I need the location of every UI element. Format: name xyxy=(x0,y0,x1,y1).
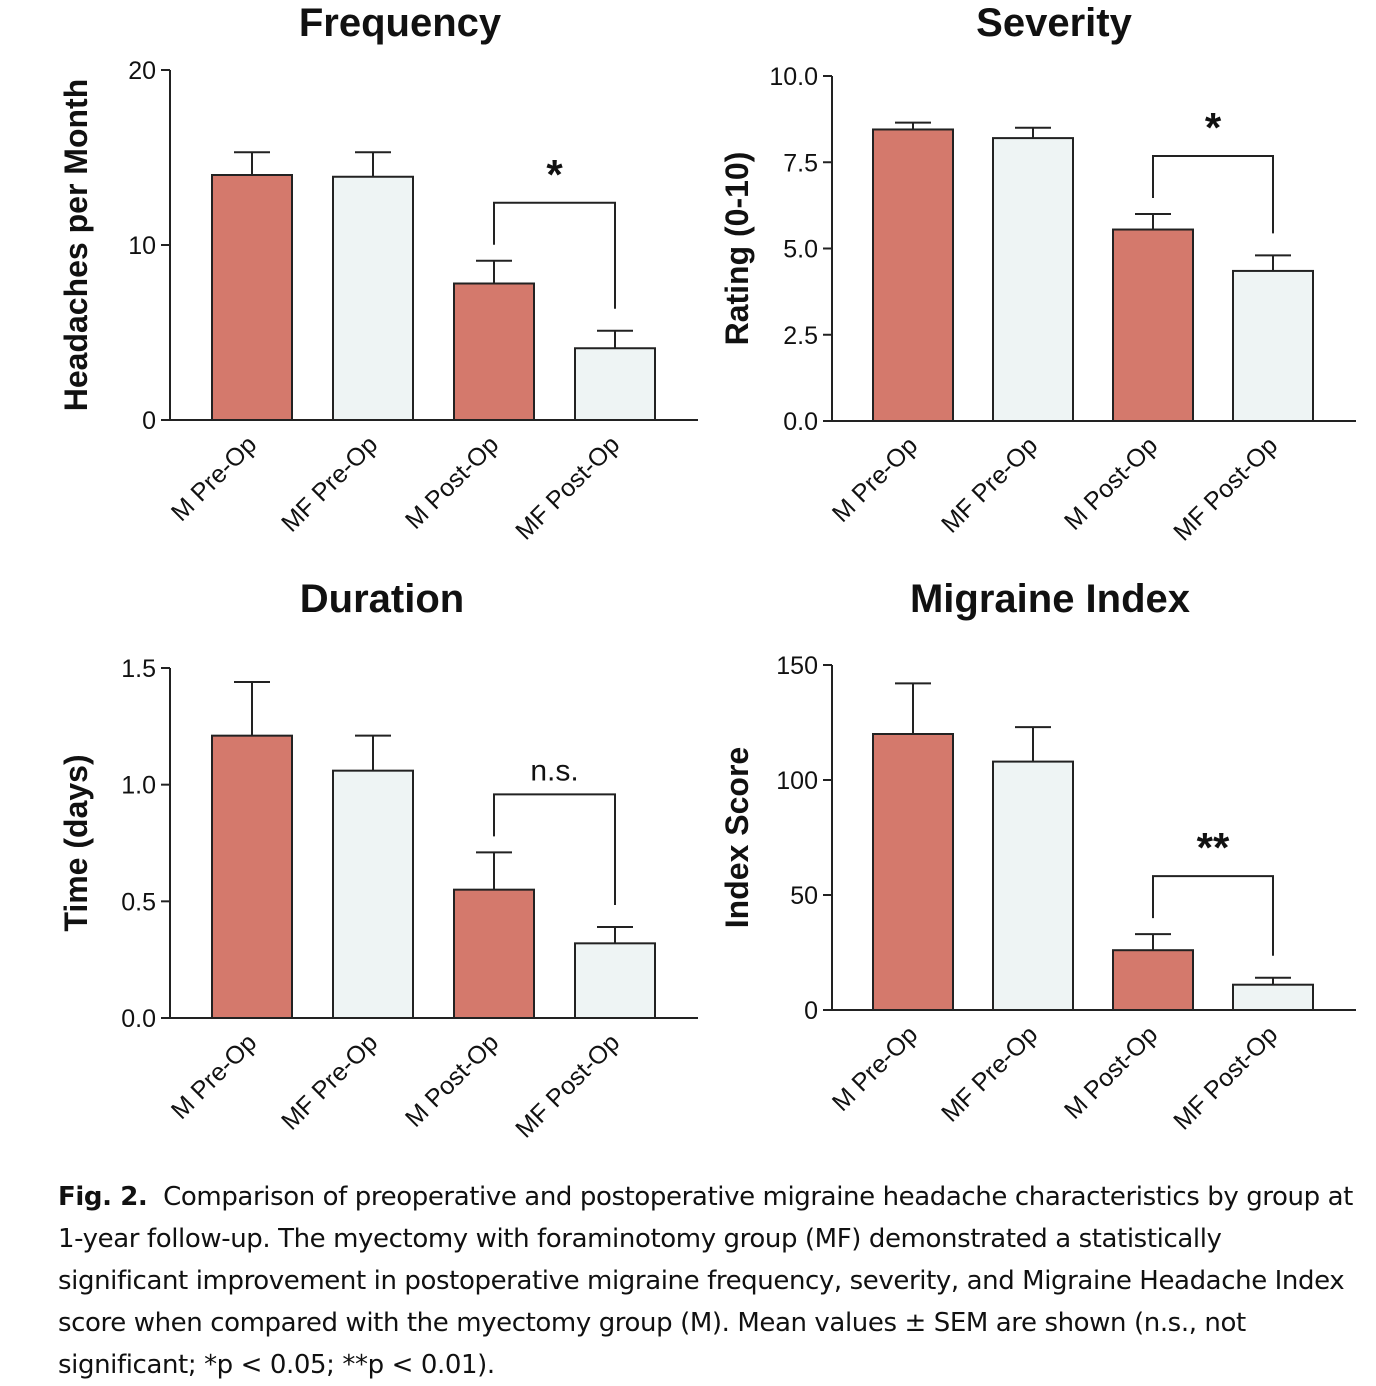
bar xyxy=(1232,269,1314,422)
y-tick-label: 2.5 xyxy=(783,322,818,350)
x-tick-label: M Post-Op xyxy=(400,1028,504,1132)
y-tick-label: 0 xyxy=(142,407,156,435)
caption-text: Comparison of preoperative and postopera… xyxy=(58,1182,1353,1380)
bar xyxy=(1112,949,1194,1012)
figure-caption: Fig. 2. Comparison of preoperative and p… xyxy=(58,1176,1358,1386)
y-tick-label: 0.5 xyxy=(121,888,156,916)
bar xyxy=(574,347,656,421)
bar xyxy=(453,282,535,421)
y-tick-label: 0 xyxy=(804,997,818,1025)
y-tick-label: 150 xyxy=(776,652,818,680)
y-axis-label: Index Score xyxy=(719,747,755,928)
significance-bracket xyxy=(1152,155,1274,234)
x-tick-label: M Pre-Op xyxy=(827,431,923,527)
bar xyxy=(1232,983,1314,1012)
bar xyxy=(992,760,1074,1011)
x-tick-label: M Post-Op xyxy=(1059,431,1163,535)
y-tick-label: 0.0 xyxy=(121,1005,156,1033)
y-tick-label: 7.5 xyxy=(783,149,818,177)
significance-label: * xyxy=(546,151,563,198)
figure-panels: Frequency Headaches per Month 0 10 20 M Pre-O… xyxy=(58,1,1356,1144)
x-tick-label: MF Post-Op xyxy=(1168,431,1283,546)
y-axis-label: Rating (0-10) xyxy=(719,152,755,346)
chart-title: Duration xyxy=(300,577,464,621)
y-tick-label: 10 xyxy=(128,232,156,260)
significance-label: ** xyxy=(1197,824,1230,871)
y-tick-label: 1.5 xyxy=(121,655,156,683)
y-tick-label: 100 xyxy=(776,767,818,795)
significance-bracket xyxy=(493,793,616,905)
y-tick-label: 5.0 xyxy=(783,236,818,264)
significance-bracket xyxy=(493,201,616,309)
significance-bracket xyxy=(1152,875,1274,956)
x-tick-label: MF Pre-Op xyxy=(936,431,1043,538)
x-tick-label: M Pre-Op xyxy=(827,1020,923,1116)
x-tick-label: M Pre-Op xyxy=(166,430,262,526)
y-tick-label: 1.0 xyxy=(121,772,156,800)
bar xyxy=(872,128,954,422)
chart-title: Frequency xyxy=(299,1,502,45)
bar xyxy=(1112,228,1194,422)
bar xyxy=(872,733,954,1011)
x-tick-label: MF Pre-Op xyxy=(936,1020,1043,1127)
y-tick-label: 20 xyxy=(128,57,156,85)
caption-label: Fig. 2. xyxy=(58,1182,148,1212)
y-tick-label: 50 xyxy=(790,882,818,910)
y-axis-label: Headaches per Month xyxy=(58,79,94,412)
chart-2: Severity Rating (0-10) 0.0 2.5 5.0 7.5 10.0 M P… xyxy=(719,1,1356,547)
x-tick-label: MF Pre-Op xyxy=(276,430,383,537)
y-axis-label: Time (days) xyxy=(58,754,94,931)
x-tick-label: MF Pre-Op xyxy=(276,1028,383,1135)
x-tick-label: M Post-Op xyxy=(400,430,504,534)
x-tick-label: M Post-Op xyxy=(1059,1020,1163,1124)
significance-label: n.s. xyxy=(530,754,578,787)
bar xyxy=(574,942,656,1019)
x-tick-label: MF Post-Op xyxy=(510,1028,625,1143)
x-tick-label: M Pre-Op xyxy=(166,1028,262,1124)
chart-title: Severity xyxy=(976,1,1132,45)
bar xyxy=(211,174,293,421)
bar xyxy=(211,734,293,1020)
chart-title: Migraine Index xyxy=(910,577,1190,621)
bar xyxy=(453,888,535,1020)
bar xyxy=(332,769,414,1020)
significance-label: * xyxy=(1205,104,1222,151)
bar xyxy=(992,137,1074,422)
x-tick-label: MF Post-Op xyxy=(510,430,625,545)
bar xyxy=(332,175,414,421)
y-tick-label: 10.0 xyxy=(769,63,818,91)
y-tick-label: 0.0 xyxy=(783,408,818,436)
chart-1: Frequency Headaches per Month 0 10 20 M Pre-O… xyxy=(58,1,698,546)
x-tick-label: MF Post-Op xyxy=(1168,1020,1283,1135)
chart-4: Migraine Index Index Score 0 50 100 150 M Pre-… xyxy=(719,577,1356,1136)
